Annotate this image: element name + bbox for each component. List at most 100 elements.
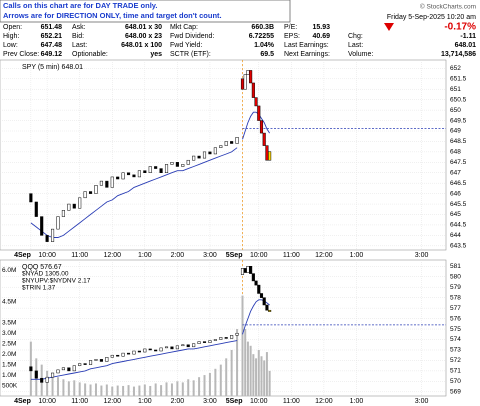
candle [202,341,207,343]
volume-bar [84,383,87,396]
volume-bar [78,382,81,396]
volume-tick-label: 3.5M [2,319,16,326]
volume-bar [181,382,184,396]
date-tick-label: 4Sep [14,398,31,405]
candle [213,339,217,341]
quote-label: High: [3,33,19,40]
candle [243,74,247,90]
candle [99,180,103,186]
y-tick-label: 575 [450,326,461,333]
volume-tick-label: 2.5M [2,340,16,347]
candle [197,155,201,159]
change-percent: -0.17% [444,22,476,33]
y-tick-label: 648 [450,149,461,156]
quote-label: Low: [3,42,18,49]
quote-value: 648.00 x 23 [125,33,162,40]
chart-title: QQQ 576.67 [22,264,62,271]
moving-average [30,147,238,238]
candle [208,151,212,155]
volume-tick-label: 3.0M [2,330,16,337]
quote-value: 648.01 [455,42,477,49]
volume-bar [246,341,249,396]
candle [240,78,245,90]
candle [72,365,76,372]
volume-bar [56,377,59,396]
quote-value: 652.21 [41,33,63,40]
candle [257,105,261,121]
candle [45,376,49,383]
volume-bar [143,384,146,396]
quote-label: P/E: [284,24,297,31]
volume-bar [67,381,70,396]
candle [88,191,93,194]
candle [61,210,65,217]
quote-label: Bid: [72,33,84,40]
legend-entry: $NYUPV:$NYDNV 2.17 [22,278,91,285]
volume-bar [116,385,119,396]
candle [219,337,223,340]
candle [29,366,33,372]
volume-bar [127,385,130,396]
quote-label: Open: [3,24,22,31]
quote-value: -1.11 [460,33,476,40]
x-tick-label: 12:00 [315,252,333,259]
quote-value: 647.48 [41,42,63,49]
volume-tick-label: 1.5M [2,361,16,368]
x-tick-label: 11:00 [71,252,88,259]
volume-bar [203,375,206,396]
candle [257,284,261,294]
date-tick-label: 4Sep [14,252,31,259]
quote-value: 651.48 [41,24,63,31]
candle [268,151,272,161]
candle [99,359,103,362]
volume-bar [160,385,163,396]
candle [219,145,223,148]
volume-bar [62,379,65,396]
candle [192,343,196,348]
candle [197,341,201,344]
volume-bar [100,385,103,396]
candle [126,352,131,355]
candle [56,369,60,374]
x-tick-label: 1:00 [350,252,364,259]
y-tick-label: 581 [450,263,461,270]
candle [40,216,44,236]
y-tick-label: 646.5 [450,180,467,187]
volume-bar [268,370,271,396]
quote-value: 13,714,586 [441,51,476,58]
candle [170,162,174,165]
candle [143,348,147,353]
candle [78,197,82,209]
volume-bar [198,377,201,396]
x-tick-label: 3:00 [203,252,217,259]
candle [126,172,131,176]
y-tick-label: 649.5 [450,117,467,124]
date-tick-label: 5Sep [226,252,243,259]
volume-tick-label: 6.0M [2,267,16,274]
candle [110,354,114,358]
volume-bar [187,379,190,396]
quote-label: Last Earnings: [284,42,329,49]
volume-bar [252,354,255,396]
quote-value: 660.3B [251,24,274,31]
candle [230,335,234,339]
volume-bar [176,381,179,396]
quote-value: 649.12 [41,51,63,58]
candle [254,280,258,286]
volume-bar [257,349,260,396]
y-tick-label: 652 [450,65,461,72]
y-tick-label: 645 [450,211,461,218]
candle [240,268,245,275]
quote-value: 648.01 x 100 [121,42,162,49]
candle [164,164,169,173]
volume-bar [122,385,125,396]
date-tick-label: 5Sep [226,398,243,405]
candle [224,337,228,339]
x-tick-label: 12:00 [315,398,333,405]
candle [132,174,136,178]
x-tick-label: 10:00 [250,398,268,405]
volume-bar [46,370,49,396]
candle [94,185,98,194]
volume-tick-label: 500K [2,382,18,389]
candle [61,367,65,371]
